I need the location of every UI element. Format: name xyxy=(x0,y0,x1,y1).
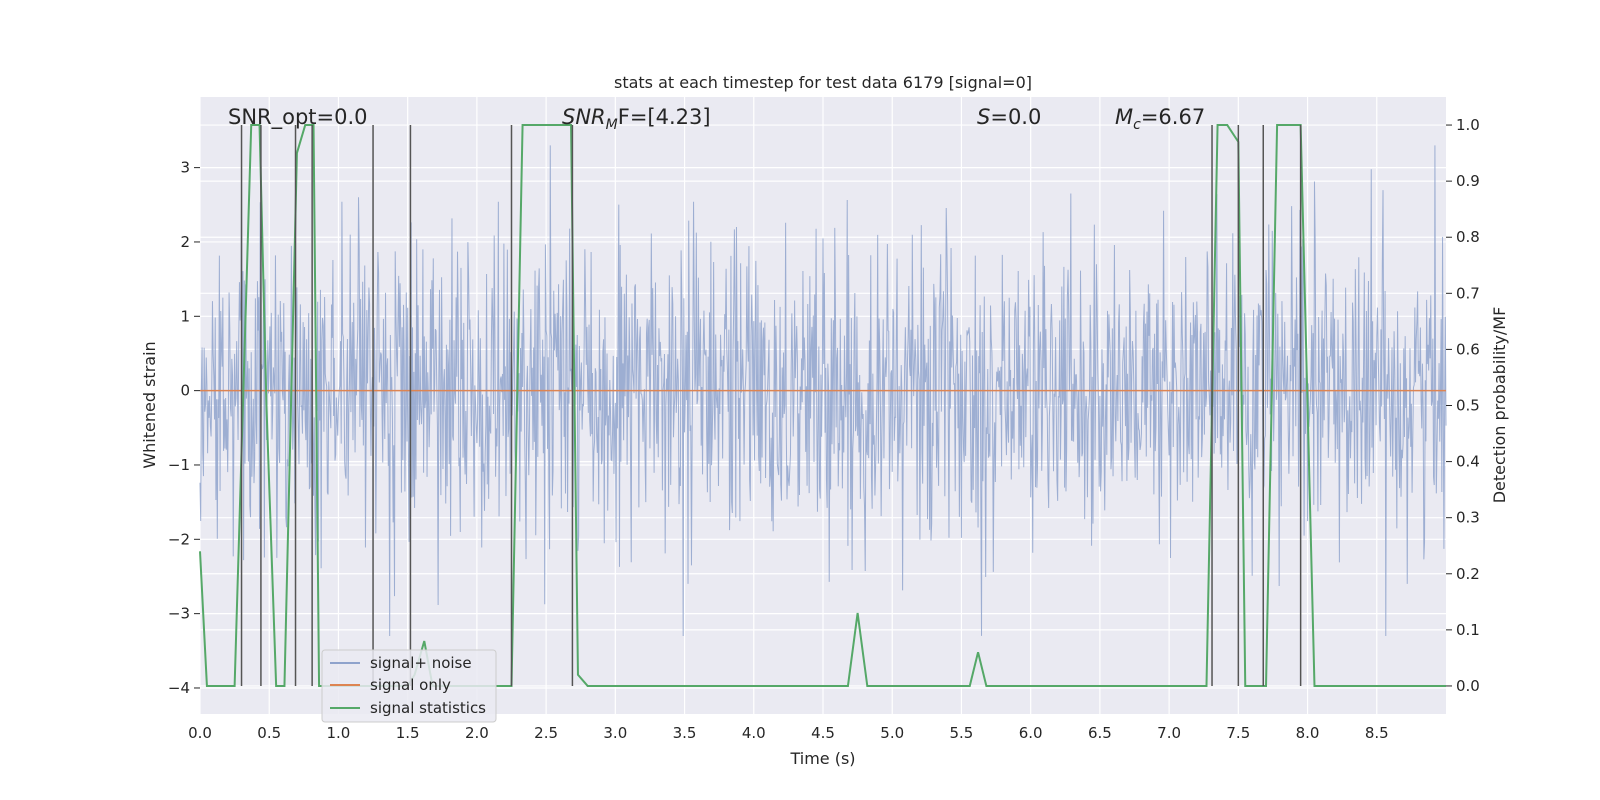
vertical-markers xyxy=(240,125,1302,686)
x-tick-label: 0.5 xyxy=(257,724,281,742)
y-tick-label-right: 0.5 xyxy=(1456,397,1480,415)
x-tick-label: 8.0 xyxy=(1296,724,1320,742)
x-tick-label: 4.5 xyxy=(811,724,835,742)
x-tick-label: 4.0 xyxy=(742,724,766,742)
y-tick-label-right: 0.1 xyxy=(1456,621,1480,639)
annotation-mc-var: M xyxy=(1115,105,1133,129)
annotation-snr-opt: SNR_opt=0.0 xyxy=(228,105,368,130)
y-tick-label-left: 3 xyxy=(180,159,190,177)
y-tick-label-right: 0.8 xyxy=(1456,228,1480,246)
annotation-mc: Mc=6.67 xyxy=(1115,105,1205,133)
chart-title: stats at each timestep for test data 617… xyxy=(614,73,1032,92)
y-tick-label-left: −3 xyxy=(168,605,190,623)
legend-label-signal-statistics: signal statistics xyxy=(370,699,486,717)
legend-box xyxy=(321,649,497,723)
y-tick-label-right: 0.0 xyxy=(1456,677,1480,695)
annotation-s: S=0.0 xyxy=(977,105,1041,129)
x-axis-label: Time (s) xyxy=(789,749,855,768)
x-tick-label: 2.5 xyxy=(534,724,558,742)
y-tick-label-left: −1 xyxy=(168,456,190,474)
x-tick-label: 8.5 xyxy=(1365,724,1389,742)
y-tick-label-right: 0.2 xyxy=(1456,565,1480,583)
x-tick-label: 2.0 xyxy=(465,724,489,742)
y-axis-label-left: Whitened strain xyxy=(140,341,159,468)
y-tick-label-right: 1.0 xyxy=(1456,116,1480,134)
y-tick-label-right: 0.4 xyxy=(1456,453,1480,471)
y-tick-label-right: 0.3 xyxy=(1456,509,1480,527)
x-tick-label: 1.0 xyxy=(327,724,351,742)
x-tick-label: 3.0 xyxy=(603,724,627,742)
y-axis-label-right: Detection probability/MF xyxy=(1490,307,1509,504)
y-tick-label-left: −2 xyxy=(168,530,190,548)
x-tick-label: 6.0 xyxy=(1019,724,1043,742)
x-tick-label: 0.0 xyxy=(188,724,212,742)
annotation-mc-tail: =6.67 xyxy=(1141,105,1205,129)
y-tick-label-right: 0.9 xyxy=(1456,172,1480,190)
x-tick-label: 7.5 xyxy=(1226,724,1250,742)
x-tick-label: 3.5 xyxy=(673,724,697,742)
x-tick-label: 1.5 xyxy=(396,724,420,742)
x-tick-label: 5.0 xyxy=(880,724,904,742)
y-tick-label-left: 1 xyxy=(180,307,190,325)
y-tick-label-right: 0.6 xyxy=(1456,340,1480,358)
y-tick-label-left: −4 xyxy=(168,679,190,697)
annotation-snr-mf-sub: M xyxy=(606,117,618,133)
legend-label-signal-noise: signal+ noise xyxy=(370,654,472,672)
y-tick-label-left: 0 xyxy=(180,382,190,400)
annotation-snr-mf-tail: F=[4.23] xyxy=(618,105,711,129)
legend: signal+ noise signal only signal statist… xyxy=(321,649,497,723)
y-tick-label-right: 0.7 xyxy=(1456,284,1480,302)
y-tick-label-left: 2 xyxy=(180,233,190,251)
tick-labels: 0.0 0.5 1.0 1.5 2.0 2.5 3.0 3.5 4.0 4.5 5.0 5.5 6.0 6… xyxy=(168,116,1480,742)
legend-label-signal-only: signal only xyxy=(370,676,451,694)
annotation-s-var: S xyxy=(977,105,990,129)
x-tick-label: 5.5 xyxy=(950,724,974,742)
annotation-s-tail: =0.0 xyxy=(990,105,1041,129)
x-tick-label: 6.5 xyxy=(1088,724,1112,742)
x-tick-label: 7.0 xyxy=(1157,724,1181,742)
annotation-mc-sub: c xyxy=(1133,117,1141,133)
annotation-snr-mf-var: SNR xyxy=(562,105,606,129)
annotation-snr-mf: SNRMF=[4.23] xyxy=(562,105,711,133)
